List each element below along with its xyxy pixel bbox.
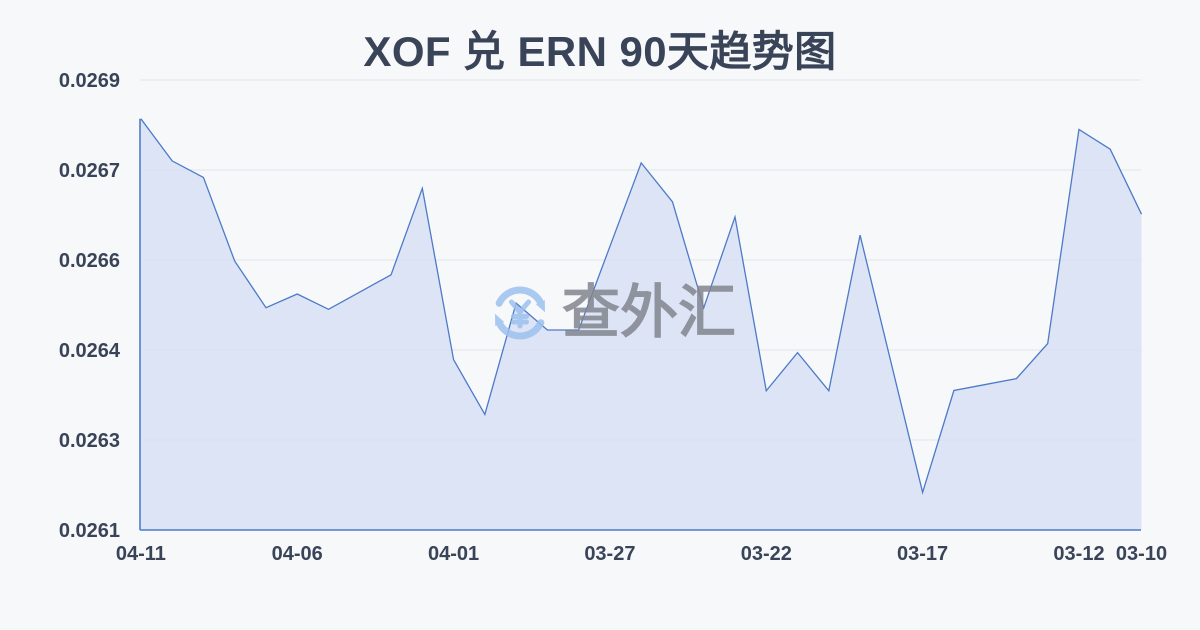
svg-text:03-17: 03-17 bbox=[897, 543, 948, 565]
svg-text:0.0261: 0.0261 bbox=[59, 520, 120, 542]
svg-text:0.0266: 0.0266 bbox=[59, 250, 120, 272]
svg-text:0.0264: 0.0264 bbox=[59, 340, 121, 362]
svg-text:04-11: 04-11 bbox=[116, 543, 166, 565]
svg-text:03-10: 03-10 bbox=[1116, 543, 1167, 565]
svg-text:03-12: 03-12 bbox=[1053, 543, 1104, 565]
svg-text:04-01: 04-01 bbox=[428, 543, 479, 565]
svg-text:0.0263: 0.0263 bbox=[59, 430, 120, 452]
svg-text:03-22: 03-22 bbox=[741, 543, 792, 565]
svg-text:04-06: 04-06 bbox=[272, 543, 323, 565]
svg-text:查外汇: 查外汇 bbox=[562, 280, 736, 345]
svg-text:03-27: 03-27 bbox=[584, 543, 635, 565]
svg-text:0.0269: 0.0269 bbox=[59, 70, 120, 92]
svg-text:0.0267: 0.0267 bbox=[59, 160, 120, 182]
